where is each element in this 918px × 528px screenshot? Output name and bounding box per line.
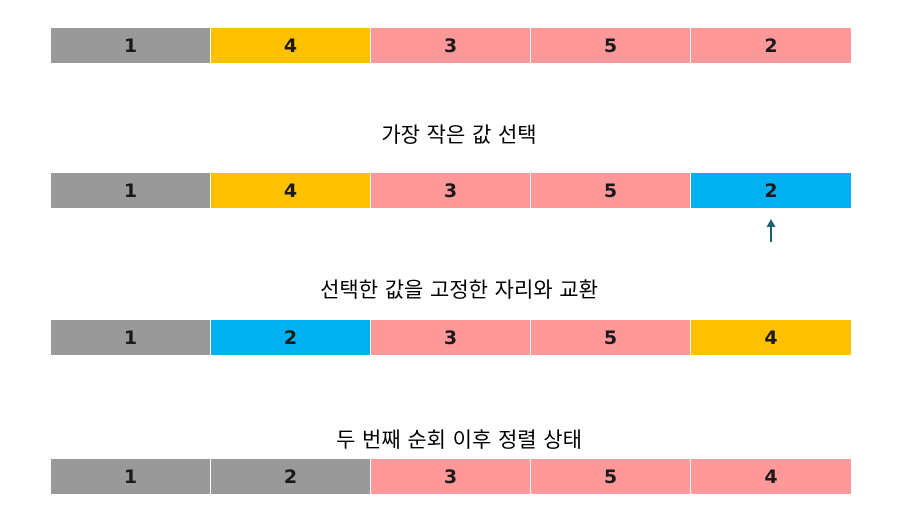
array-row-select-min: 1 4 3 5 2 xyxy=(51,173,851,208)
array-cell: 3 xyxy=(371,459,531,494)
array-cell: 3 xyxy=(371,320,531,355)
caption-swap: 선택한 값을 고정한 자리와 교환 xyxy=(320,278,598,302)
array-cell: 2 xyxy=(691,173,851,208)
up-arrow-icon xyxy=(766,219,776,242)
array-row-after-second-pass: 1 2 3 5 4 xyxy=(51,459,851,494)
array-cell: 4 xyxy=(691,459,851,494)
array-cell: 2 xyxy=(211,320,371,355)
array-cell: 4 xyxy=(691,320,851,355)
array-cell: 5 xyxy=(531,173,691,208)
caption-select-min: 가장 작은 값 선택 xyxy=(381,123,537,147)
array-cell: 1 xyxy=(51,459,211,494)
array-cell: 5 xyxy=(531,459,691,494)
array-cell: 1 xyxy=(51,28,211,63)
array-cell: 2 xyxy=(691,28,851,63)
array-row-after-swap: 1 2 3 5 4 xyxy=(51,320,851,355)
array-cell: 3 xyxy=(371,28,531,63)
array-row-initial: 1 4 3 5 2 xyxy=(51,28,851,63)
array-cell: 3 xyxy=(371,173,531,208)
array-cell: 4 xyxy=(211,173,371,208)
array-cell: 1 xyxy=(51,320,211,355)
array-cell: 2 xyxy=(211,459,371,494)
array-cell: 1 xyxy=(51,173,211,208)
array-cell: 5 xyxy=(531,28,691,63)
array-cell: 5 xyxy=(531,320,691,355)
array-cell: 4 xyxy=(211,28,371,63)
caption-after-second-pass: 두 번째 순회 이후 정렬 상태 xyxy=(336,428,582,452)
